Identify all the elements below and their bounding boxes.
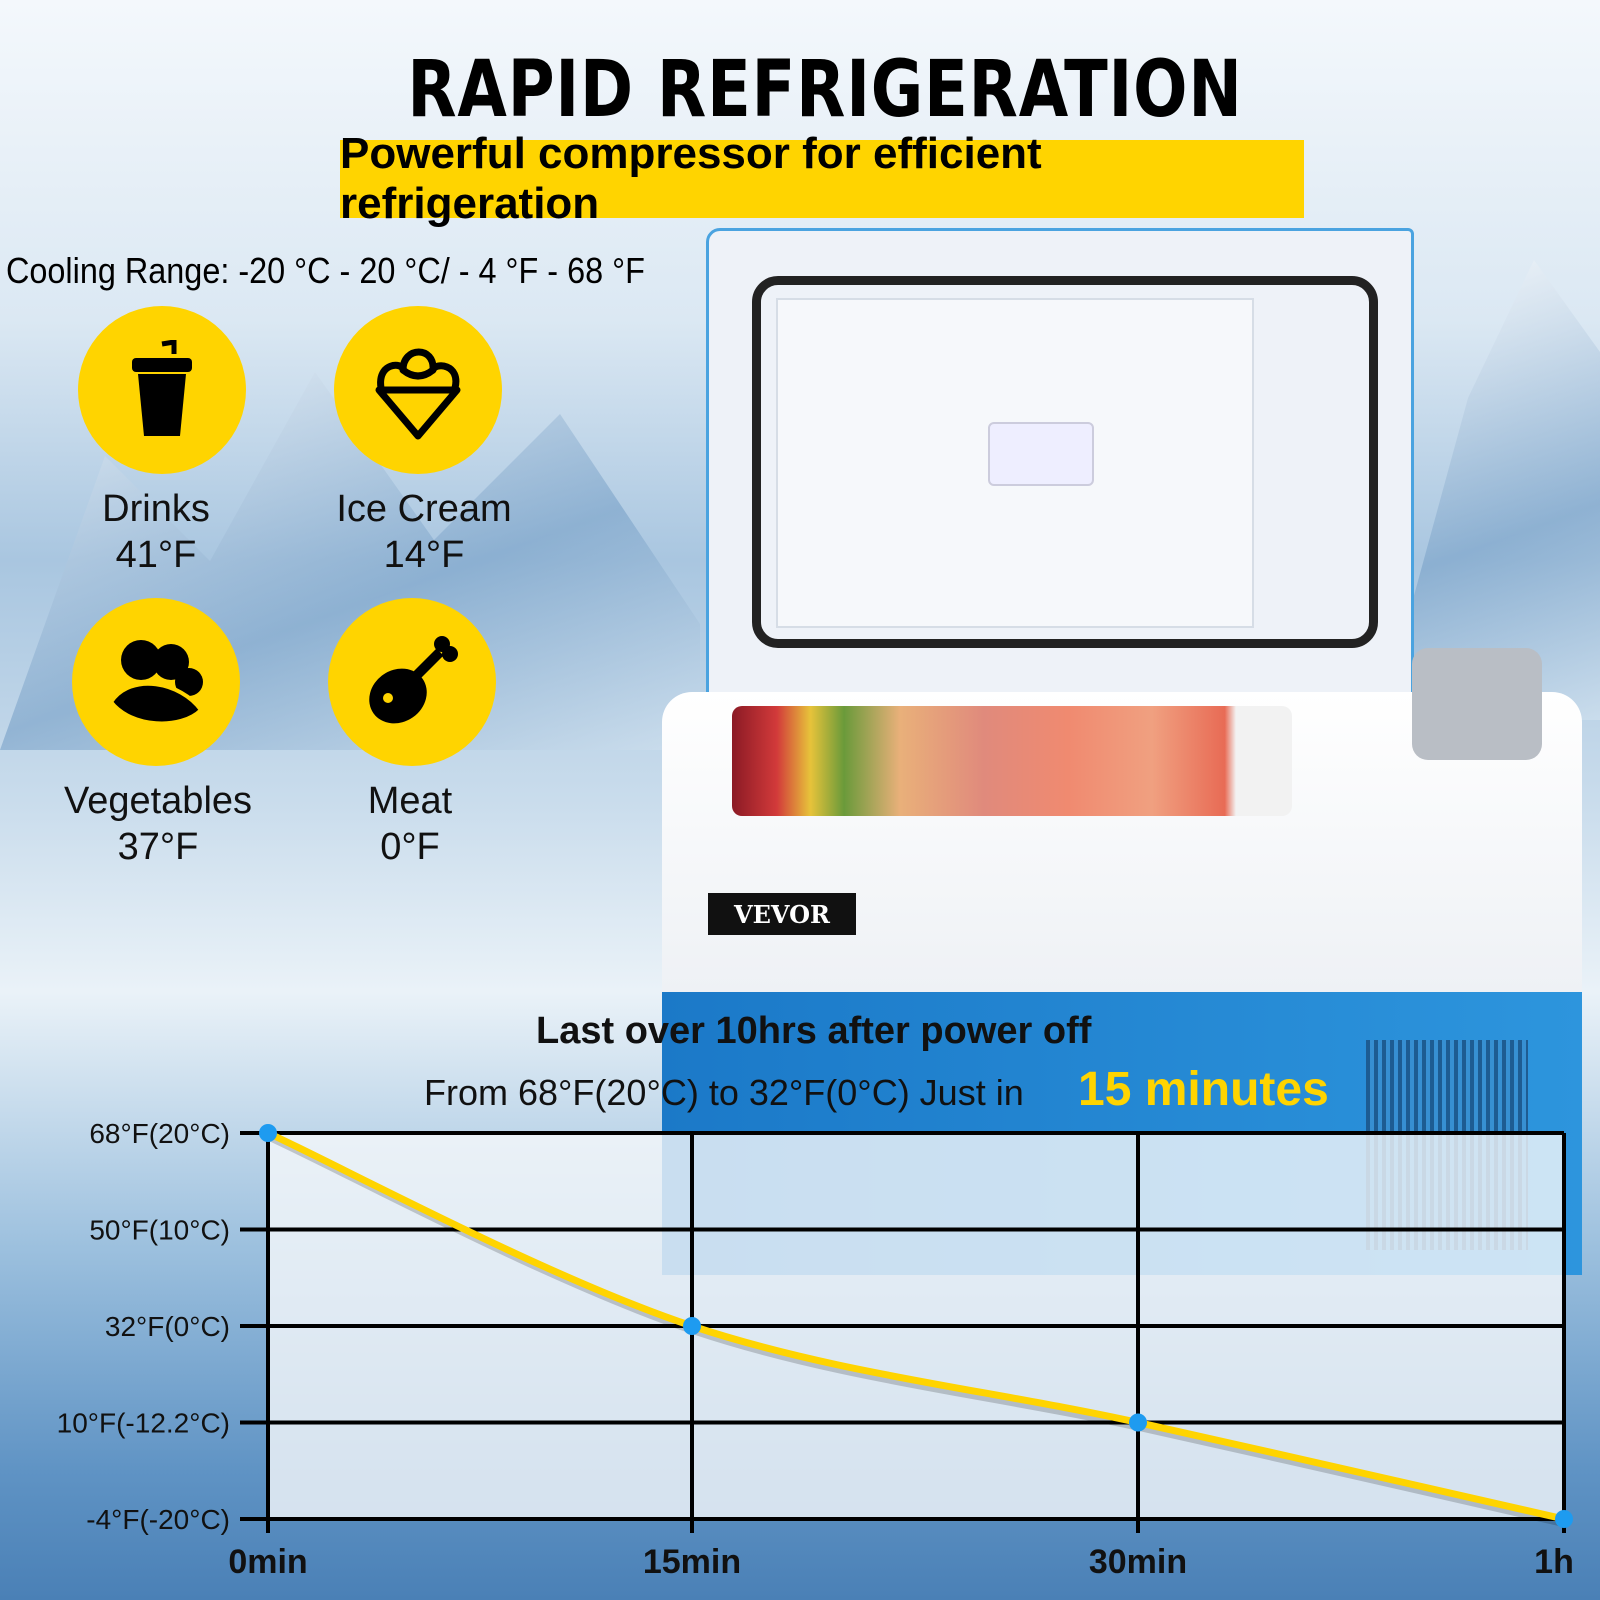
ice-cream-icon [334,306,502,474]
x-tick-label: 0min [228,1543,307,1581]
lid-panel [776,298,1254,628]
category-name: Ice Cream [336,488,512,530]
control-panel [1412,648,1542,760]
series-line [266,1129,1565,1523]
subtitle-banner: Powerful compressor for efficient refrig… [340,129,1304,228]
category-vegetables: Vegetables 37°F [28,778,288,870]
power-off-note: Last over 10hrs after power off [536,1010,1092,1052]
y-tick-label: -4°F(-20°C) [86,1504,230,1535]
data-point [683,1317,701,1335]
data-point [1129,1413,1147,1432]
category-name: Vegetables [63,780,253,822]
category-temp: 41°F [115,534,197,576]
meat-drumstick-icon [328,598,496,766]
category-meat: Meat 0°F [280,778,540,870]
y-tick-label: 32°F(0°C) [105,1311,230,1342]
x-tick-label: 1h [1534,1543,1574,1581]
y-tick-label: 68°F(20°C) [89,1118,230,1149]
drink-cup-icon [78,306,246,474]
data-point [259,1124,277,1142]
category-temp: 0°F [380,826,440,868]
category-ice-cream: Ice Cream 14°F [294,486,554,578]
category-temp: 37°F [117,826,199,868]
category-name: Meat [367,780,453,822]
brand-logo: VEVOR [708,893,856,935]
cooling-time-note: From 68°F(20°C) to 32°F(0°C) Just in [424,1072,1024,1113]
cooling-time-highlight: 15 minutes [1078,1063,1329,1116]
x-tick-label: 30min [1089,1543,1187,1581]
lid-gasket [752,276,1378,648]
category-drinks: Drinks 41°F [26,486,286,578]
food-contents [732,706,1292,816]
cooling-range: Cooling Range: -20 °C - 20 °C/ - 4 °F - … [6,250,645,291]
vegetables-icon [72,598,240,766]
y-tick-label: 50°F(10°C) [89,1215,230,1246]
y-tick-label: 10°F(-12.2°C) [57,1408,230,1439]
category-temp: 14°F [383,534,465,576]
page-title: RAPID REFRIGERATION [407,45,1243,135]
category-name: Drinks [102,488,210,530]
data-point [1555,1510,1573,1528]
x-tick-label: 15min [643,1543,741,1581]
